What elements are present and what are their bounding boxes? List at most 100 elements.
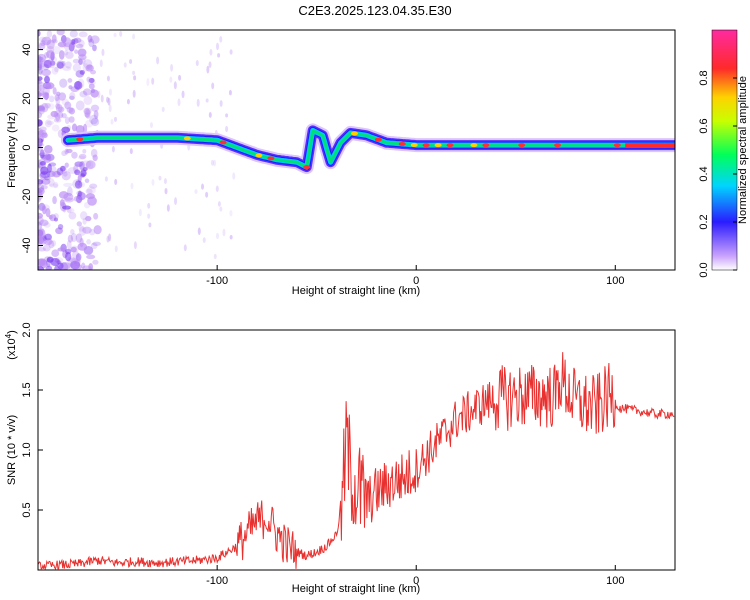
noise-dot xyxy=(215,185,219,192)
noise-dot xyxy=(53,213,59,220)
spectrogram-area xyxy=(38,30,675,270)
noise-dot xyxy=(38,147,43,152)
noise-dot xyxy=(39,219,49,226)
noise-dot xyxy=(82,217,87,225)
ridge-hotspot xyxy=(303,165,311,170)
noise-dot xyxy=(90,148,98,158)
ridge-hotspot xyxy=(410,142,418,147)
noise-dot xyxy=(56,61,64,69)
noise-dot xyxy=(114,178,118,185)
noise-dot xyxy=(70,39,76,45)
noise-dot xyxy=(90,35,100,44)
noise-dot xyxy=(38,183,45,193)
noise-dot xyxy=(47,103,55,110)
ridge-hotspot xyxy=(482,143,490,148)
colorbar-tick-label: 0.4 xyxy=(698,166,710,181)
noise-dot xyxy=(41,36,52,46)
noise-dot xyxy=(62,37,72,48)
noise-dot xyxy=(43,59,52,69)
noise-dot xyxy=(71,151,78,159)
noise-dot xyxy=(92,44,97,52)
noise-dot xyxy=(149,122,153,128)
noise-dot xyxy=(51,66,59,75)
noise-dot xyxy=(38,212,44,219)
noise-dot xyxy=(60,262,71,270)
spectrogram-xlabel: Height of straight line (km) xyxy=(292,285,420,297)
noise-dot xyxy=(84,107,90,118)
noise-dot xyxy=(72,263,82,270)
noise-dot xyxy=(38,36,47,42)
noise-dot xyxy=(55,104,63,113)
noise-dot xyxy=(85,188,93,195)
noise-dot xyxy=(86,160,94,170)
ridge-hotspot xyxy=(470,143,478,148)
noise-dot xyxy=(51,124,60,132)
noise-dot xyxy=(82,226,92,234)
noise-dot xyxy=(215,232,219,240)
noise-dot xyxy=(61,205,72,210)
noise-dot xyxy=(208,112,212,118)
noise-dot xyxy=(69,30,78,38)
noise-dot xyxy=(38,76,41,85)
noise-dot xyxy=(209,49,213,56)
noise-dot xyxy=(232,172,236,180)
noise-dot xyxy=(107,97,111,106)
noise-dot xyxy=(132,89,136,98)
colorbar-label: Normalized spectral amplitude xyxy=(737,76,749,224)
ridge-hotspot xyxy=(76,137,84,142)
ridge-hotspot xyxy=(422,143,430,148)
noise-dot xyxy=(38,42,42,50)
noise-dot xyxy=(86,254,96,260)
noise-dot xyxy=(46,237,52,246)
noise-dot xyxy=(106,235,110,243)
noise-dot xyxy=(132,33,136,40)
noise-dot xyxy=(147,213,151,219)
noise-dot xyxy=(61,126,71,134)
snr-frame xyxy=(37,329,676,571)
noise-dot xyxy=(60,165,66,172)
noise-dot xyxy=(225,113,229,118)
noise-dot xyxy=(73,195,83,202)
noise-dot xyxy=(213,159,217,167)
noise-dot xyxy=(215,42,219,51)
noise-dot xyxy=(46,46,55,54)
noise-dot xyxy=(54,66,59,73)
noise-dot xyxy=(49,60,56,66)
noise-dot xyxy=(85,119,93,128)
noise-dot xyxy=(75,70,84,78)
snr-axes: -100 0 100 0.5 1.0 1.5 2.0 xyxy=(21,322,624,587)
noise-dot xyxy=(70,233,77,243)
noise-dot xyxy=(38,247,47,252)
noise-dot xyxy=(100,94,104,103)
noise-dot xyxy=(83,107,92,115)
noise-dot xyxy=(44,233,52,241)
ridge-hotspot xyxy=(374,137,382,142)
noise-dot xyxy=(76,221,82,227)
noise-dot xyxy=(38,221,42,231)
noise-dot xyxy=(108,88,112,96)
noise-dot xyxy=(210,159,214,166)
noise-dot xyxy=(81,160,92,169)
noise-dot xyxy=(64,116,70,125)
ridge-tail xyxy=(625,143,675,148)
noise-dot xyxy=(84,112,91,118)
noise-dot xyxy=(38,265,43,270)
noise-dot xyxy=(82,88,92,96)
noise-dot xyxy=(53,181,59,189)
colorbar-tick-label: 0.6 xyxy=(698,118,710,133)
colorbar-tick-label: 0.0 xyxy=(698,262,710,277)
noise-dot xyxy=(40,39,46,47)
noise-dot xyxy=(82,167,88,172)
noise-dot xyxy=(169,76,173,83)
noise-dot xyxy=(59,78,68,88)
noise-dot xyxy=(106,75,110,82)
x-tick-label: -100 xyxy=(206,275,228,287)
noise-dot xyxy=(38,66,43,76)
noise-dot xyxy=(88,38,95,48)
noise-dot xyxy=(46,30,53,38)
noise-dot xyxy=(70,229,75,235)
noise-dot xyxy=(45,265,53,270)
noise-dot xyxy=(39,232,45,239)
x-tick-label: 100 xyxy=(606,275,624,287)
y-tick-label: 0.5 xyxy=(21,502,33,517)
